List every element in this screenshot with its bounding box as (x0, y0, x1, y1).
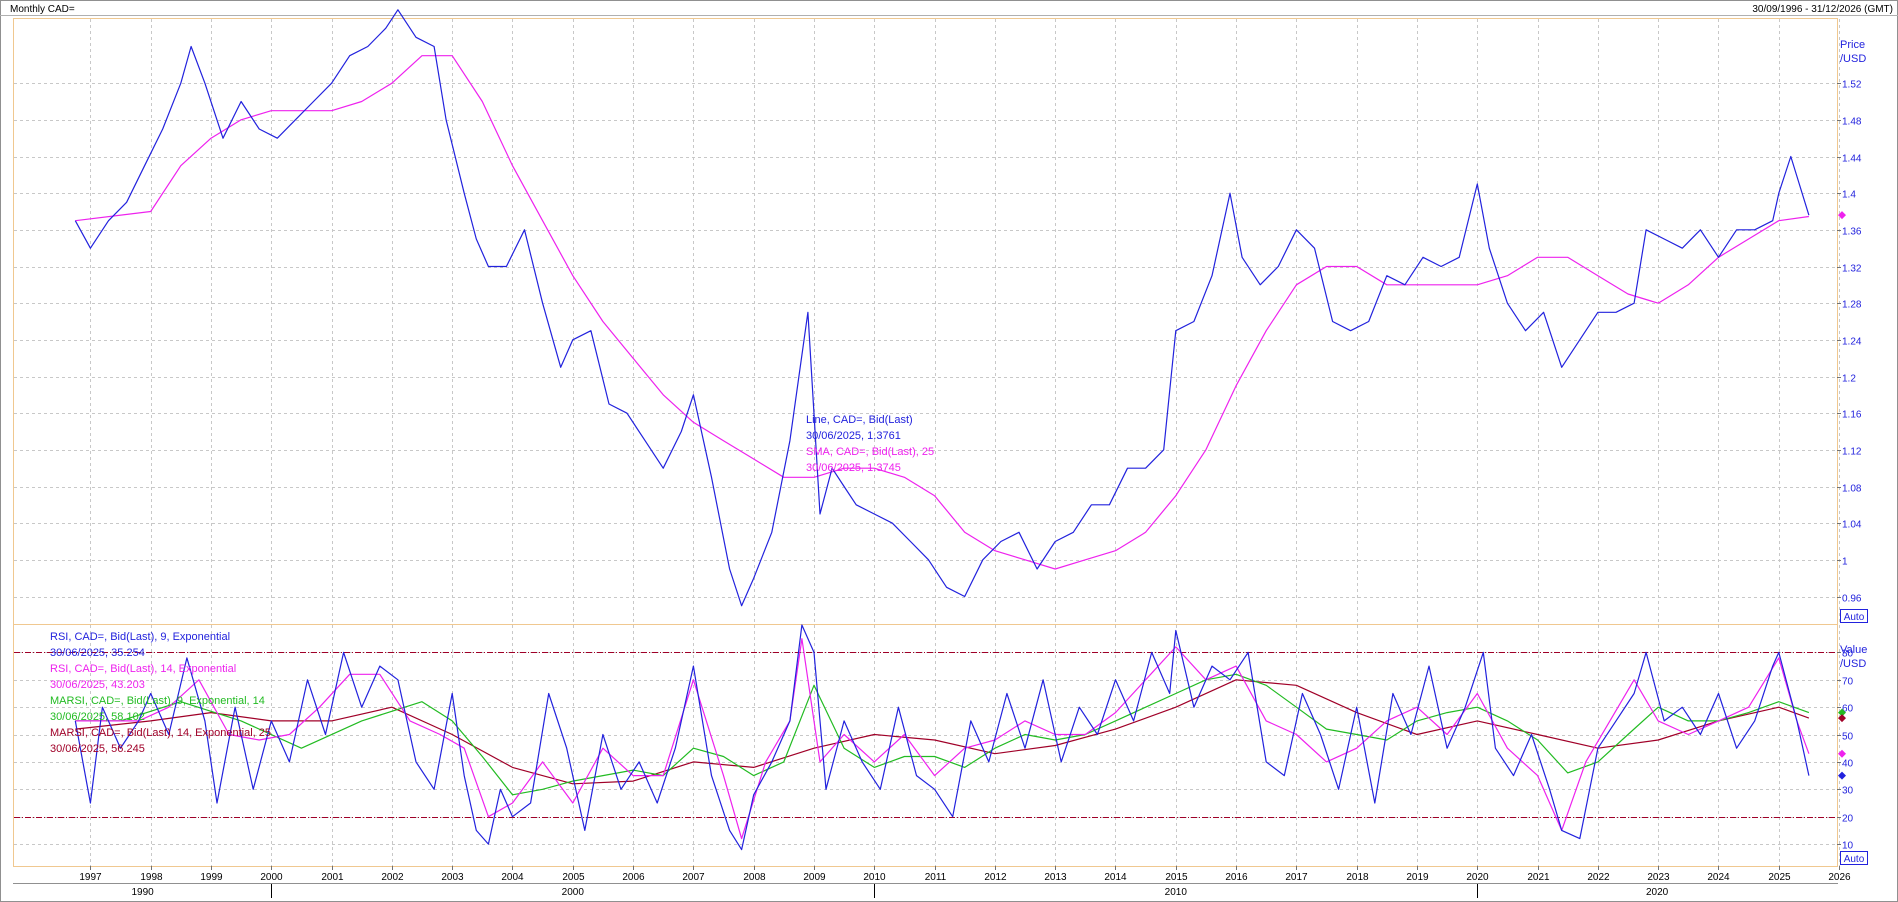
x-tick-label-1997: 1997 (79, 872, 102, 883)
rsi-14-line (75, 638, 1810, 840)
sma-25-line (75, 55, 1809, 570)
rsi-tick-label-10: 10 (1842, 841, 1854, 852)
decade-label-1990: 1990 (132, 887, 155, 898)
rsi-tick-label-80: 80 (1842, 649, 1854, 660)
x-tick-label-2002: 2002 (381, 872, 404, 883)
rsi-legend-rsi14-name: RSI, CAD=, Bid(Last), 14, Exponential (50, 663, 236, 675)
price-axis-title: Price (1840, 39, 1865, 51)
x-tick-label-2000: 2000 (260, 872, 283, 883)
chart-title: Monthly CAD= (10, 4, 75, 15)
x-tick-label-2005: 2005 (562, 872, 585, 883)
price-legend-line-value: 30/06/2025, 1.3761 (806, 430, 901, 442)
x-axis: 1997 1998 1999 2000 2001 2002 2003 2004 2005 2006… (79, 866, 1851, 898)
rsi-tick-label-60: 60 (1842, 704, 1854, 715)
marsi-14-line (75, 679, 1810, 785)
price-tick-label-1.24: 1.24 (1842, 337, 1862, 348)
tick-labels: 1.52 1.48 1.44 1.4 1.36 1.32 1.28 1.24 1.2 1.16 1.… (1837, 80, 1862, 852)
price-last-marker (1838, 211, 1846, 220)
rsi-tick-label-50: 50 (1842, 732, 1854, 743)
rsi-axis-unit: /USD (1840, 658, 1866, 670)
x-tick-label-2003: 2003 (441, 872, 464, 883)
price-legend-sma-name: SMA, CAD=, Bid(Last), 25 (806, 446, 934, 458)
x-tick-label-2017: 2017 (1285, 872, 1308, 883)
x-tick-label-2011: 2011 (925, 872, 947, 883)
x-tick-label-2022: 2022 (1587, 872, 1610, 883)
x-tick-label-2016: 2016 (1225, 872, 1248, 883)
price-auto-button[interactable] (1840, 609, 1868, 623)
x-tick-label-1998: 1998 (140, 872, 163, 883)
rsi-panel-frame (13, 624, 1838, 867)
price-legend-sma-value: 30/06/2025, 1.3745 (806, 462, 901, 474)
decade-label-2000: 2000 (562, 887, 585, 898)
marsi-14-last-marker (1838, 714, 1846, 723)
rsi-tick-label-70: 70 (1842, 677, 1854, 688)
rsi-9-line (74, 624, 1810, 851)
x-tick-label-2026: 2026 (1828, 872, 1851, 883)
rsi-auto-button[interactable] (1840, 851, 1868, 865)
x-tick-label-2019: 2019 (1406, 872, 1429, 883)
rsi-legend-marsi9-name: MARSI, CAD=, Bid(Last), 9, Exponential, … (50, 695, 265, 707)
price-tick-label-1.52: 1.52 (1842, 80, 1862, 91)
rsi-legend-rsi9-value: 30/06/2025, 35.254 (50, 647, 145, 659)
price-tick-label-1.2: 1.2 (1842, 374, 1856, 385)
x-tick-label-2006: 2006 (622, 872, 645, 883)
last-value-markers (1838, 211, 1846, 780)
x-tick-label-2018: 2018 (1346, 872, 1369, 883)
price-tick-label-1.28: 1.28 (1842, 300, 1862, 311)
x-tick-label-2021: 2021 (1527, 872, 1550, 883)
date-range: 30/09/1996 - 31/12/2026 (GMT) (1752, 4, 1893, 15)
rsi-legend-rsi9-name: RSI, CAD=, Bid(Last), 9, Exponential (50, 631, 230, 643)
x-tick-label-2023: 2023 (1647, 872, 1670, 883)
rsi-9-last-marker (1838, 771, 1846, 780)
x-tick-label-2015: 2015 (1165, 872, 1188, 883)
x-tick-label-2007: 2007 (682, 872, 705, 883)
rsi-tick-label-40: 40 (1842, 759, 1854, 770)
decade-label-2020: 2020 (1646, 887, 1669, 898)
x-tick-label-2004: 2004 (501, 872, 524, 883)
price-tick-label-0.96: 0.96 (1842, 594, 1862, 605)
price-tick-label-1.44: 1.44 (1842, 154, 1862, 165)
rsi-auto-label: Auto (1844, 854, 1865, 865)
rsi-axis-title: Value (1840, 644, 1867, 656)
price-tick-label-1.04: 1.04 (1842, 520, 1862, 531)
rsi-legend-rsi14-value: 30/06/2025, 43.203 (50, 679, 145, 691)
rsi-tick-label-20: 20 (1842, 814, 1854, 825)
price-tick-label-1.08: 1.08 (1842, 484, 1862, 495)
rsi-legend-marsi14-value: 30/06/2025, 56.245 (50, 743, 145, 755)
price-tick-label-1.48: 1.48 (1842, 117, 1862, 128)
x-tick-label-2009: 2009 (803, 872, 826, 883)
x-tick-label-2024: 2024 (1707, 872, 1730, 883)
rsi-legend-marsi14-name: MARSI, CAD=, Bid(Last), 14, Exponential,… (50, 727, 271, 739)
price-legend: Line, CAD=, Bid(Last) 30/06/2025, 1.3761… (806, 414, 934, 474)
x-tick-label-2020: 2020 (1466, 872, 1489, 883)
marsi-9-line (75, 673, 1810, 796)
x-tick-label-2014: 2014 (1104, 872, 1127, 883)
x-tick-label-1999: 1999 (200, 872, 223, 883)
rsi-legend-marsi9-value: 30/06/2025, 58.102 (50, 711, 145, 723)
price-line (74, 9, 1810, 607)
decade-label-2010: 2010 (1165, 887, 1188, 898)
marsi-9-last-marker (1838, 708, 1846, 717)
x-tick-label-2013: 2013 (1044, 872, 1067, 883)
x-tick-label-2025: 2025 (1768, 872, 1791, 883)
x-tick-label-2010: 2010 (863, 872, 886, 883)
price-tick-label-1.16: 1.16 (1842, 410, 1862, 421)
rsi-tick-label-30: 30 (1842, 786, 1854, 797)
rsi-14-last-marker (1838, 749, 1846, 758)
price-tick-label-1: 1 (1842, 557, 1848, 568)
price-legend-line-name: Line, CAD=, Bid(Last) (806, 414, 913, 426)
price-axis-unit: /USD (1840, 53, 1866, 65)
price-auto-label: Auto (1844, 612, 1865, 623)
rsi-legend: RSI, CAD=, Bid(Last), 9, Exponential 30/… (50, 631, 271, 755)
x-tick-label-2012: 2012 (984, 872, 1007, 883)
price-tick-label-1.32: 1.32 (1842, 264, 1862, 275)
price-tick-label-1.12: 1.12 (1842, 447, 1862, 458)
price-tick-label-1.36: 1.36 (1842, 227, 1862, 238)
x-tick-label-2001: 2001 (321, 872, 344, 883)
series-layer (74, 9, 1810, 851)
price-tick-label-1.4: 1.4 (1842, 190, 1856, 201)
rsi-reference-lines (14, 652, 1837, 818)
x-tick-label-2008: 2008 (743, 872, 766, 883)
